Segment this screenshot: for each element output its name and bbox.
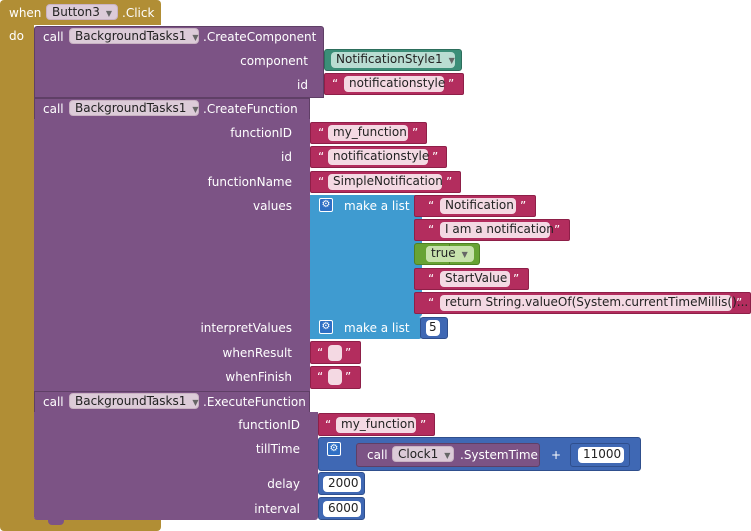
dropdown-arrow-icon: ▼ bbox=[461, 250, 468, 259]
open-quote: “ bbox=[428, 296, 435, 310]
dropdown-arrow-icon: ▼ bbox=[192, 105, 199, 114]
execute-function-block-notch bbox=[48, 519, 64, 525]
values-item-3-bool-text: true bbox=[431, 246, 456, 260]
interpret-values-make-list-label: make a list bbox=[344, 321, 410, 335]
add-plus-label: + bbox=[551, 448, 562, 462]
execute-function-component-dropdown[interactable]: BackgroundTasks1 ▼ bbox=[69, 393, 199, 409]
create-function-function-id-value[interactable]: my_function bbox=[328, 125, 408, 141]
close-quote: ” bbox=[513, 272, 520, 286]
dropdown-arrow-icon: ▼ bbox=[192, 398, 199, 407]
execute-function-method-label: .ExecuteFunction bbox=[203, 395, 306, 409]
create-function-component-dropdown[interactable]: BackgroundTasks1 ▼ bbox=[69, 100, 199, 116]
create-function-call-label: call bbox=[43, 102, 64, 116]
open-quote: “ bbox=[317, 370, 324, 384]
event-component-dropdown[interactable]: Button3 ▼ bbox=[46, 4, 118, 20]
values-item-5-value[interactable]: return String.valueOf(System.currentTime… bbox=[440, 295, 748, 311]
open-quote: “ bbox=[428, 199, 435, 213]
open-quote: “ bbox=[325, 418, 332, 432]
open-quote: “ bbox=[428, 223, 435, 237]
event-block-spine bbox=[0, 20, 34, 525]
execute-function-component-value: BackgroundTasks1 bbox=[75, 394, 187, 408]
values-make-list-block[interactable] bbox=[310, 195, 422, 317]
open-quote: “ bbox=[318, 126, 325, 140]
execute-function-interval-label: interval bbox=[254, 502, 300, 516]
dropdown-arrow-icon: ▼ bbox=[105, 9, 112, 18]
create-function-id-value[interactable]: notificationstyle bbox=[328, 149, 429, 165]
close-quote: ” bbox=[432, 150, 439, 164]
open-quote: “ bbox=[428, 272, 435, 286]
create-component-id-value[interactable]: notificationstyle bbox=[344, 76, 445, 92]
add-number-value[interactable]: 11000 bbox=[578, 447, 624, 463]
close-quote: ” bbox=[412, 126, 419, 140]
event-component-value: Button3 bbox=[52, 5, 100, 19]
execute-function-delay-label: delay bbox=[267, 477, 300, 491]
clock-method-label: .SystemTime bbox=[460, 448, 538, 462]
execute-function-call-label: call bbox=[43, 395, 64, 409]
create-function-block-body bbox=[34, 119, 310, 392]
close-quote: ” bbox=[345, 370, 352, 384]
create-component-component-value: BackgroundTasks1 bbox=[75, 29, 187, 43]
create-function-component-value: BackgroundTasks1 bbox=[75, 101, 187, 115]
close-quote: ” bbox=[446, 175, 453, 189]
clock-component-dropdown[interactable]: Clock1 ▼ bbox=[392, 446, 454, 462]
open-quote: “ bbox=[332, 77, 339, 91]
close-quote: ” bbox=[554, 223, 561, 237]
create-function-interpret-values-label: interpretValues bbox=[200, 321, 292, 335]
event-do-label: do bbox=[9, 29, 24, 43]
values-item-4-value[interactable]: StartValue bbox=[440, 271, 510, 287]
create-function-values-label: values bbox=[252, 199, 292, 213]
when-finish-value[interactable] bbox=[328, 369, 342, 385]
create-component-call-label: call bbox=[43, 30, 64, 44]
notification-style-dropdown[interactable]: NotificationStyle1 ▼ bbox=[331, 52, 455, 68]
event-name-label: .Click bbox=[122, 6, 155, 20]
open-quote: “ bbox=[318, 175, 325, 189]
interpret-values-number-value[interactable]: 5 bbox=[426, 320, 440, 336]
create-component-component-dropdown[interactable]: BackgroundTasks1 ▼ bbox=[69, 28, 199, 44]
values-make-list-label: make a list bbox=[344, 199, 410, 213]
event-block-footer bbox=[0, 518, 161, 531]
clock-call-label: call bbox=[367, 448, 388, 462]
create-function-function-name-value[interactable]: SimpleNotification bbox=[328, 174, 443, 190]
values-item-1-value[interactable]: Notification bbox=[440, 198, 516, 214]
dropdown-arrow-icon: ▼ bbox=[192, 33, 199, 42]
when-result-value[interactable] bbox=[328, 345, 342, 361]
close-quote: ” bbox=[345, 346, 352, 360]
values-item-3-bool-dropdown-overlay[interactable]: true ▼ bbox=[426, 246, 474, 262]
open-quote: “ bbox=[318, 150, 325, 164]
create-function-method-label: .CreateFunction bbox=[203, 102, 298, 116]
create-function-when-finish-label: whenFinish bbox=[225, 370, 292, 384]
create-function-when-result-label: whenResult bbox=[222, 346, 293, 360]
interpret-values-make-list-block[interactable] bbox=[310, 317, 422, 339]
create-component-component-arg-label: component bbox=[240, 54, 308, 68]
execute-function-function-id-label: functionID bbox=[238, 418, 300, 432]
create-function-id-label: id bbox=[281, 150, 292, 164]
dropdown-arrow-icon: ▼ bbox=[444, 451, 451, 460]
close-quote: ” bbox=[520, 199, 527, 213]
event-when-label: when bbox=[9, 6, 42, 20]
create-function-function-name-label: functionName bbox=[207, 175, 292, 189]
create-component-method-label: .CreateComponent bbox=[203, 30, 317, 44]
gear-icon[interactable]: ⚙ bbox=[319, 320, 333, 334]
close-quote: ” bbox=[420, 418, 427, 432]
execute-function-till-time-label: tillTime bbox=[255, 442, 300, 456]
dropdown-arrow-icon: ▼ bbox=[448, 56, 455, 65]
notification-style-value: NotificationStyle1 bbox=[336, 52, 443, 66]
create-function-function-id-label: functionID bbox=[230, 126, 292, 140]
execute-function-function-id-value[interactable]: my_function bbox=[336, 417, 416, 433]
interval-number-value[interactable]: 6000 bbox=[323, 501, 361, 517]
close-quote: ” bbox=[736, 296, 743, 310]
gear-icon[interactable]: ⚙ bbox=[319, 198, 333, 212]
execute-function-block-body bbox=[34, 412, 318, 520]
gear-icon[interactable]: ⚙ bbox=[327, 442, 341, 456]
close-quote: ” bbox=[448, 77, 455, 91]
delay-number-value[interactable]: 2000 bbox=[323, 476, 361, 492]
clock-component-value: Clock1 bbox=[398, 447, 439, 461]
create-component-id-arg-label: id bbox=[297, 78, 308, 92]
values-item-2-value[interactable]: I am a notification bbox=[440, 222, 554, 238]
open-quote: “ bbox=[317, 346, 324, 360]
